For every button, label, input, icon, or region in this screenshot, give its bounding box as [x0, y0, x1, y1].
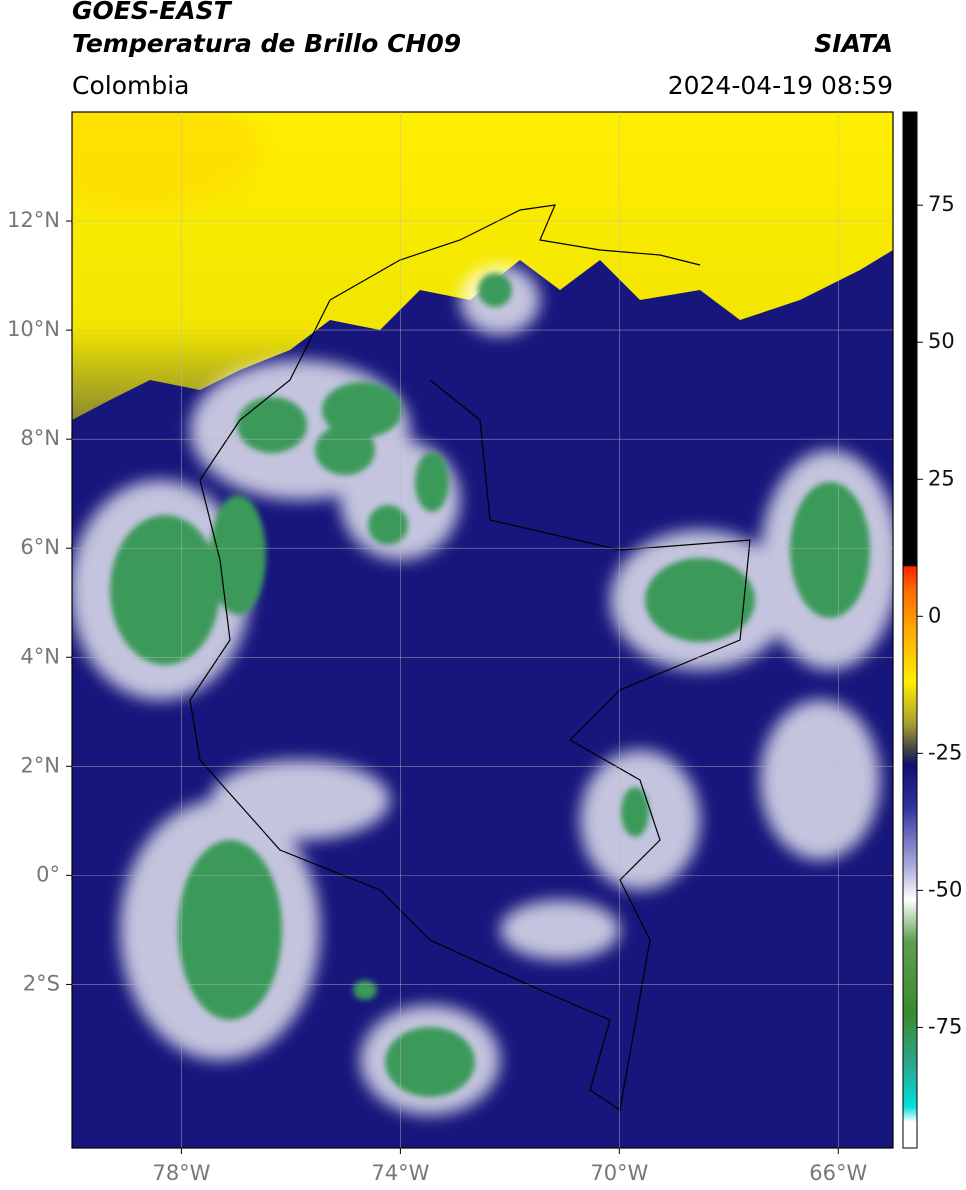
- y-tick-label: 2°S: [23, 971, 60, 995]
- colorbar: [902, 111, 918, 1149]
- y-tick-label: 8°N: [20, 426, 60, 450]
- datetime: 2024-04-19 08:59: [668, 71, 893, 100]
- y-tick-label: 4°N: [20, 644, 60, 668]
- title: GOES-EAST: [72, 0, 233, 25]
- source: SIATA: [814, 29, 893, 58]
- colorbar-tick-label: 50: [928, 329, 955, 353]
- map-frame: [71, 111, 894, 1149]
- colorbar-tick-label: 75: [928, 192, 955, 216]
- x-tick-label: 66°W: [809, 1161, 867, 1185]
- title: Temperatura de Brillo CH09: [72, 29, 461, 58]
- map-image: [72, 112, 893, 1148]
- boundary: [189, 204, 751, 1112]
- colorbar-tick-label: 25: [928, 466, 955, 490]
- y-tick-label: 10°N: [7, 317, 60, 341]
- region: Colombia: [72, 71, 189, 100]
- colorbar-tick-label: -50: [928, 877, 962, 901]
- colorbar-tick-label: -25: [928, 740, 962, 764]
- y-tick-label: 0°: [36, 862, 60, 886]
- y-tick-label: 12°N: [7, 208, 60, 232]
- x-tick-label: 74°W: [371, 1161, 429, 1185]
- y-tick-label: 2°N: [20, 753, 60, 777]
- y-tick-label: 6°N: [20, 535, 60, 559]
- x-tick-label: 70°W: [590, 1161, 648, 1185]
- x-tick-label: 78°W: [152, 1161, 210, 1185]
- colorbar-tick-label: 0: [928, 603, 941, 627]
- colorbar-tick-label: -75: [928, 1014, 962, 1038]
